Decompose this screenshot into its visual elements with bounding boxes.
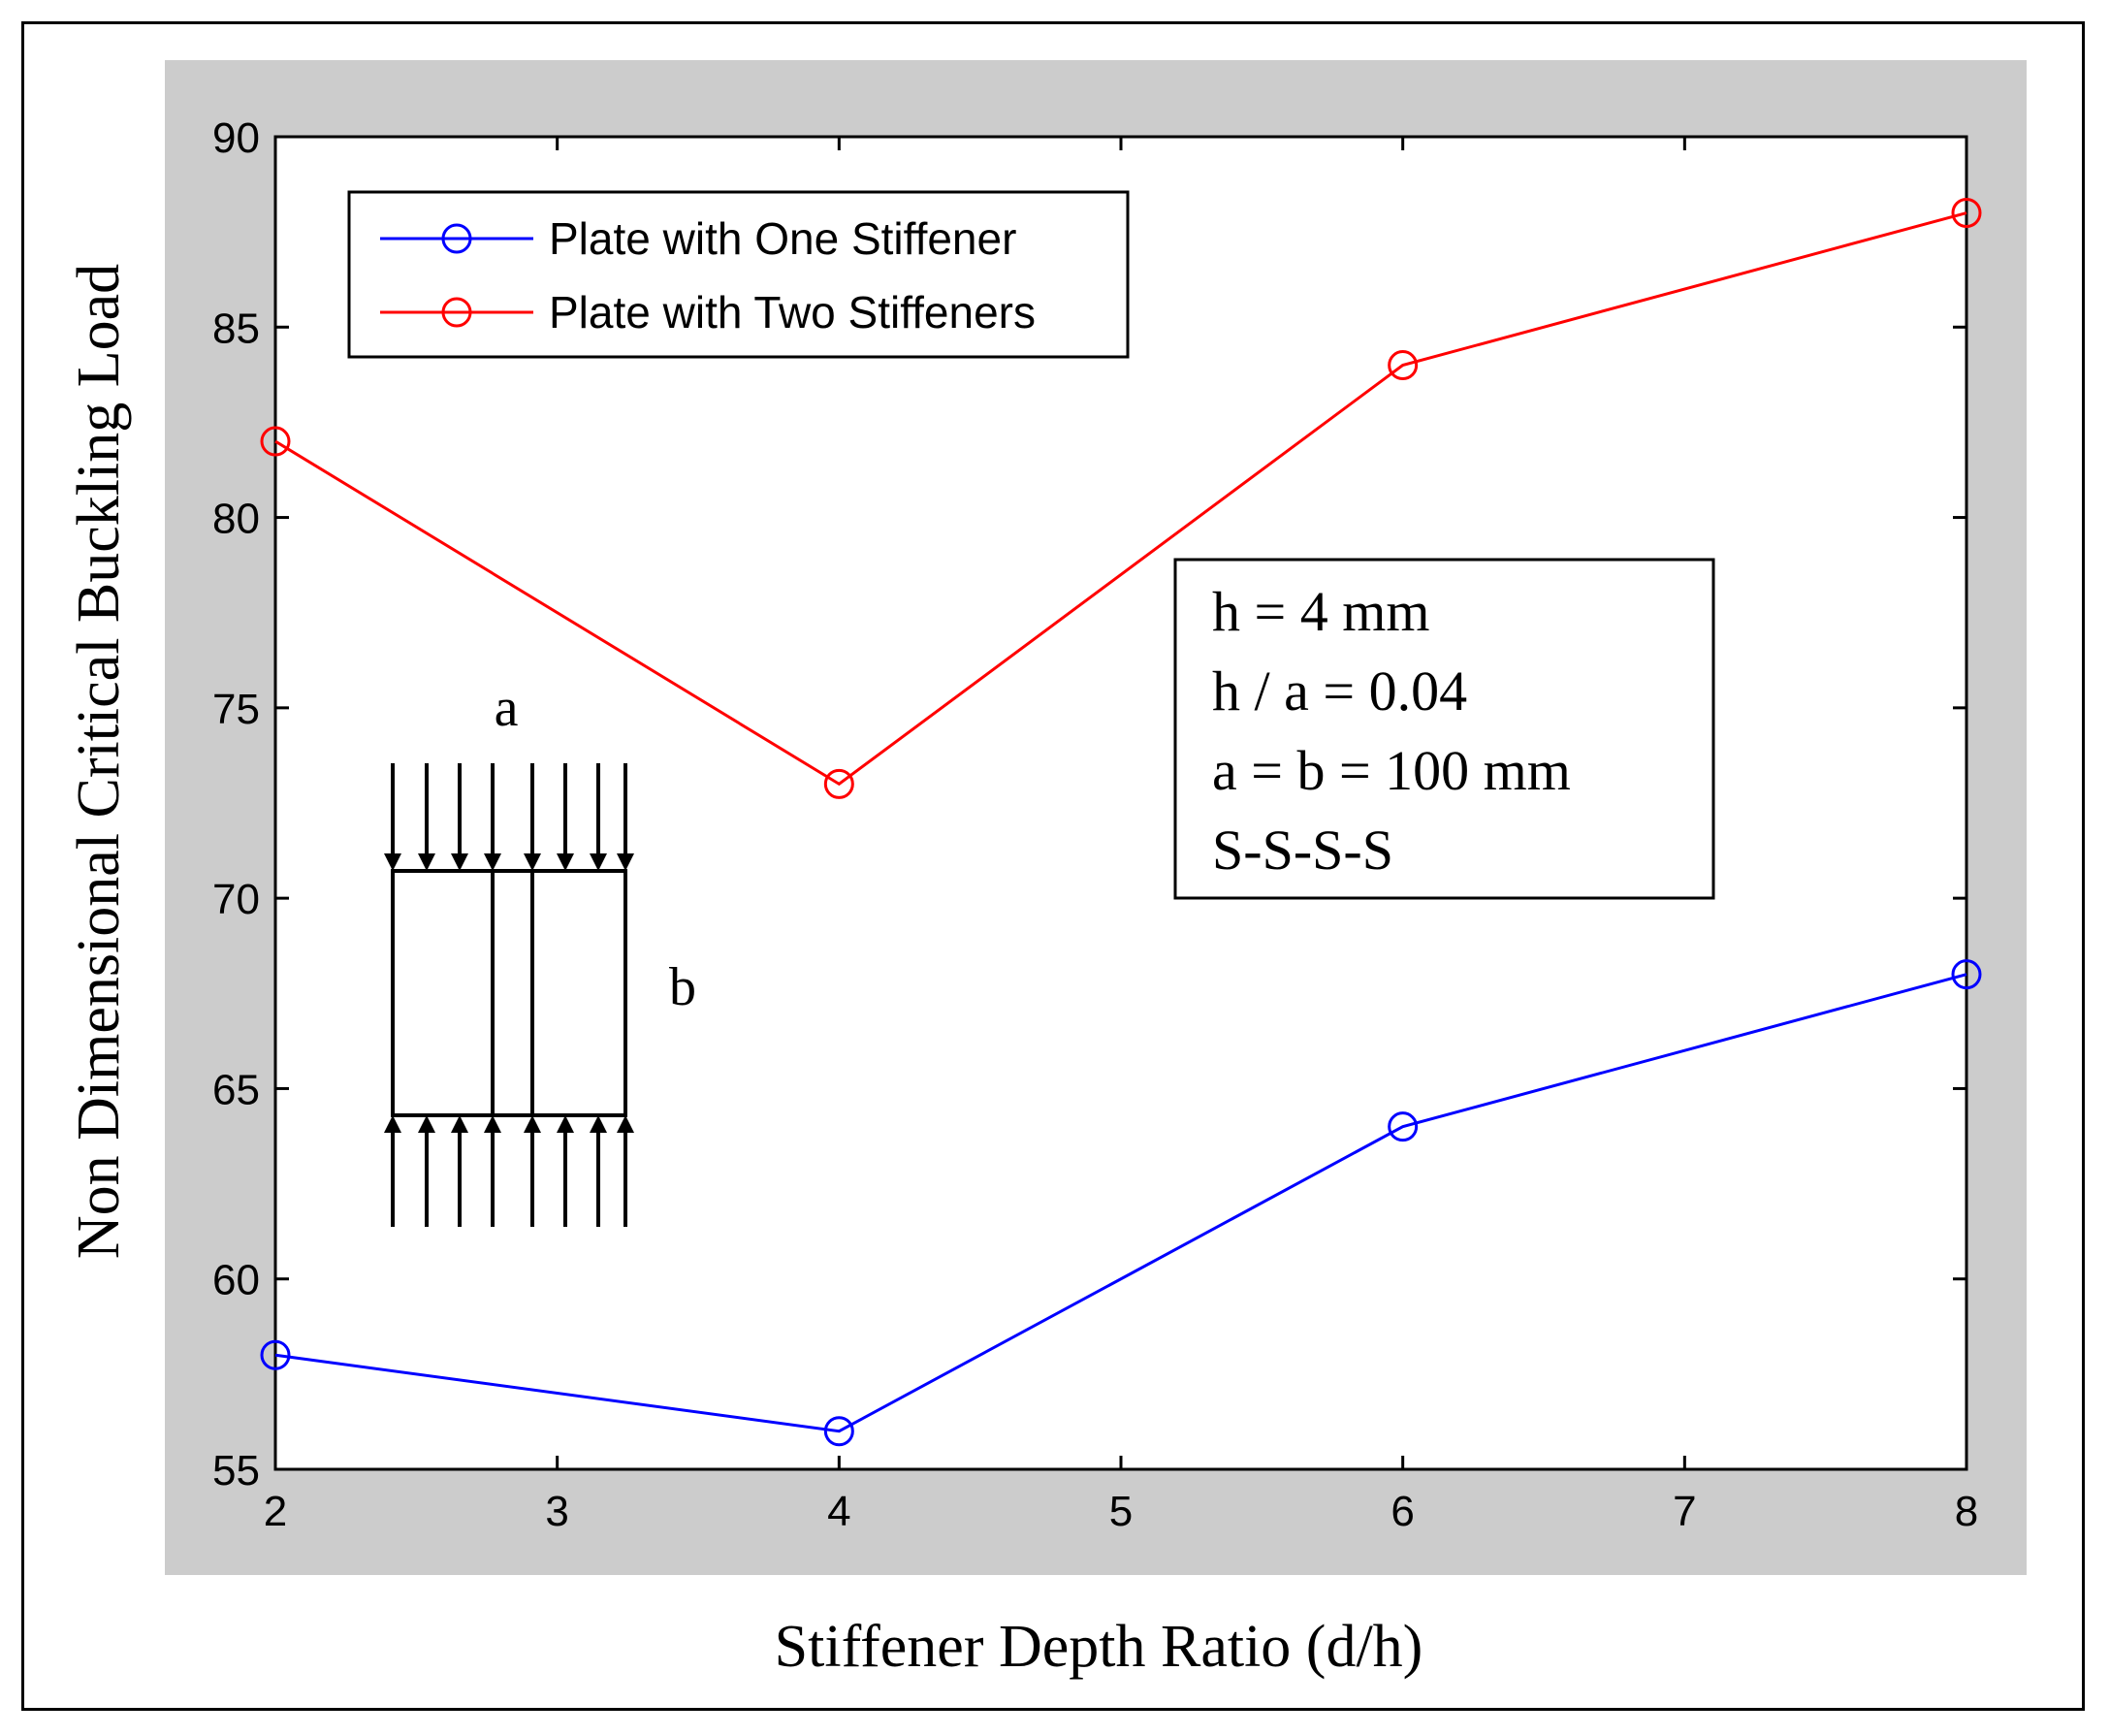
axis-ticks: 2 3 4 5 6 7 8 55 60 65 70 75 80 85 90: [212, 114, 1978, 1535]
data-point: [823, 1416, 854, 1447]
legend-label-two-stiffeners: Plate with Two Stiffeners: [549, 287, 1036, 338]
data-point: [1388, 350, 1419, 381]
legend-marker-two-stiffeners: [441, 297, 472, 328]
data-point: [1951, 198, 1982, 229]
data-point: [260, 426, 291, 457]
arrow-head: [418, 1115, 435, 1133]
data-point: [1951, 959, 1982, 990]
series-line-two-stiffeners: [274, 211, 1967, 787]
data-point: [260, 1339, 291, 1370]
arrow-head: [451, 853, 468, 871]
y-tick-label: 60: [212, 1257, 260, 1304]
y-tick-label: 80: [212, 496, 260, 543]
arrow-head: [524, 1115, 541, 1133]
arrow-head: [384, 1115, 401, 1133]
legend-marker-one-stiffener: [441, 223, 472, 254]
arrow-head: [384, 853, 401, 871]
annotation-line-4: S-S-S-S: [1212, 819, 1393, 882]
load-arrows: [384, 763, 634, 1227]
data-point: [1388, 1111, 1419, 1142]
arrow-head: [557, 853, 574, 871]
series-line-one-stiffener: [274, 973, 1967, 1433]
plate-diagram: [384, 763, 634, 1227]
x-axis-title: Stiffener Depth Ratio (d/h): [775, 1614, 1423, 1680]
x-tick-label: 4: [827, 1488, 850, 1535]
arrow-head: [418, 853, 435, 871]
x-tick-label: 2: [264, 1488, 287, 1535]
arrow-head: [484, 1115, 501, 1133]
arrow-head: [590, 853, 607, 871]
plate-height-label: b: [669, 957, 696, 1017]
arrow-head: [451, 1115, 468, 1133]
y-tick-label: 55: [212, 1447, 260, 1495]
x-tick-label: 3: [545, 1488, 568, 1535]
arrow-head: [557, 1115, 574, 1133]
y-axis-title: Non Dimensional Critical Buckling Load: [66, 264, 132, 1259]
legend-box: [347, 190, 1130, 359]
y-tick-label: 70: [212, 876, 260, 923]
arrow-head: [484, 853, 501, 871]
y-tick-label: 65: [212, 1066, 260, 1113]
x-tick-label: 5: [1109, 1488, 1133, 1535]
arrow-head: [617, 853, 634, 871]
plate-outline: [391, 869, 627, 1117]
annotation-line-1: h = 4 mm: [1212, 580, 1429, 643]
arrow-head: [590, 1115, 607, 1133]
y-tick-label: 85: [212, 305, 260, 352]
annotation-box: [1173, 558, 1715, 900]
arrow-head: [617, 1115, 634, 1133]
series-layer: [260, 198, 1982, 1447]
data-point: [823, 768, 854, 799]
legend-label-one-stiffener: Plate with One Stiffener: [549, 213, 1016, 264]
y-tick-label: 75: [212, 686, 260, 733]
x-tick-label: 8: [1955, 1488, 1978, 1535]
x-tick-label: 7: [1673, 1488, 1696, 1535]
x-tick-label: 6: [1391, 1488, 1414, 1535]
plate-width-label: a: [495, 678, 519, 738]
annotation-line-3: a = b = 100 mm: [1212, 739, 1571, 802]
arrow-head: [524, 853, 541, 871]
y-tick-label: 90: [212, 114, 260, 162]
annotation-line-2: h / a = 0.04: [1212, 659, 1467, 723]
